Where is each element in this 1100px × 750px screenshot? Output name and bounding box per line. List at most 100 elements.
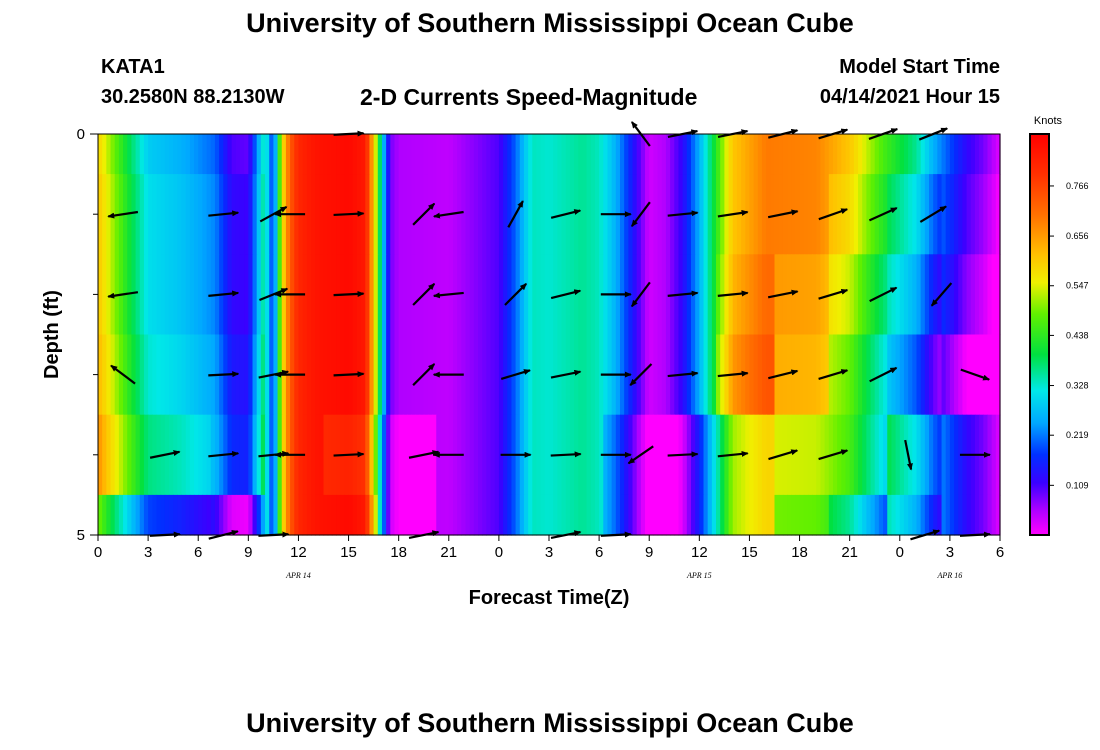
- heatmap-cell: [248, 174, 254, 255]
- heatmap-cell: [482, 494, 487, 536]
- heatmap-cell: [824, 134, 830, 175]
- heatmap-cell: [574, 174, 579, 255]
- heatmap-cell: [381, 254, 387, 336]
- x-tick-label: 21: [440, 544, 457, 561]
- heatmap-cell: [569, 134, 575, 175]
- heatmap-cell: [298, 134, 304, 175]
- heatmap-cell: [741, 254, 746, 336]
- heatmap-cell: [774, 494, 780, 536]
- heatmap-cell: [494, 414, 500, 496]
- heatmap-cell: [895, 334, 901, 416]
- x-tick-label: 12: [691, 544, 708, 561]
- heatmap-cell: [916, 134, 922, 175]
- x-tick-label: 15: [741, 544, 758, 561]
- heatmap-cell: [490, 254, 496, 336]
- heatmap-cell: [394, 414, 400, 496]
- heatmap-cell: [812, 494, 817, 536]
- heatmap-cell: [239, 494, 245, 536]
- heatmap-cell: [189, 334, 195, 416]
- heatmap-cell: [469, 174, 475, 255]
- heatmap-cell: [202, 134, 208, 175]
- heatmap-cell: [411, 494, 416, 536]
- heatmap-cell: [690, 254, 696, 336]
- heatmap-cell: [356, 494, 362, 536]
- heatmap-cell: [152, 254, 158, 336]
- heatmap-cell: [866, 254, 872, 336]
- heatmap-cell: [306, 134, 312, 175]
- heatmap-cell: [853, 134, 859, 175]
- heatmap-cell: [670, 134, 675, 175]
- heatmap-cell: [949, 334, 955, 416]
- heatmap-cell: [803, 134, 809, 175]
- heatmap-cell: [386, 174, 391, 255]
- heatmap-cell: [716, 414, 721, 496]
- heatmap-cell: [845, 134, 851, 175]
- heatmap-cell: [390, 254, 396, 336]
- heatmap-cell: [523, 174, 529, 255]
- heatmap-cell: [511, 494, 517, 536]
- heatmap-cell: [949, 134, 955, 175]
- heatmap-cell: [741, 174, 746, 255]
- heatmap-cell: [853, 494, 859, 536]
- heatmap-cell: [519, 174, 525, 255]
- heatmap-cell: [787, 174, 792, 255]
- heatmap-cell: [761, 494, 767, 536]
- heatmap-cell: [452, 494, 458, 536]
- heatmap-cell: [223, 494, 229, 536]
- heatmap-cell: [436, 494, 442, 536]
- heatmap-cell: [231, 254, 237, 336]
- heatmap-cell: [365, 174, 371, 255]
- heatmap-cell: [816, 254, 822, 336]
- heatmap-cell: [181, 494, 187, 536]
- heatmap-cell: [653, 254, 659, 336]
- heatmap-cell: [582, 134, 588, 175]
- heatmap-cell: [369, 134, 375, 175]
- heatmap-cell: [586, 494, 592, 536]
- heatmap-cell: [206, 414, 212, 496]
- current-vector-arrow: [630, 281, 651, 308]
- current-vector-arrow: [412, 202, 436, 226]
- heatmap-cell: [473, 134, 479, 175]
- heatmap-cell: [244, 414, 249, 496]
- heatmap-cell: [448, 494, 454, 536]
- heatmap-cell: [891, 174, 897, 255]
- heatmap-cell: [711, 414, 717, 496]
- heatmap-cell: [649, 494, 654, 536]
- heatmap-cell: [787, 494, 792, 536]
- heatmap-cell: [699, 174, 705, 255]
- heatmap-cell: [532, 494, 538, 536]
- heatmap-cell: [979, 254, 984, 336]
- heatmap-cell: [148, 414, 153, 496]
- heatmap-cell: [565, 134, 571, 175]
- heatmap-cell: [143, 134, 149, 175]
- heatmap-cell: [862, 334, 867, 416]
- heatmap-cell: [657, 494, 663, 536]
- heatmap-cell: [507, 254, 513, 336]
- heatmap-cell: [461, 254, 467, 336]
- heatmap-cell: [874, 174, 880, 255]
- x-tick-label: 9: [645, 544, 653, 561]
- heatmap-cell: [536, 414, 542, 496]
- heatmap-cell: [210, 134, 216, 175]
- heatmap-cell: [974, 134, 980, 175]
- heatmap-cell: [398, 174, 404, 255]
- heatmap-cell: [306, 494, 312, 536]
- heatmap-cell: [482, 334, 487, 416]
- heatmap-cell: [883, 414, 888, 496]
- heatmap-cell: [377, 254, 383, 336]
- heatmap-cell: [820, 494, 826, 536]
- heatmap-cell: [966, 254, 972, 336]
- heatmap-cell: [711, 174, 717, 255]
- heatmap-cell: [177, 134, 183, 175]
- heatmap-cell: [916, 334, 922, 416]
- heatmap-cell: [937, 494, 943, 536]
- heatmap-cell: [974, 254, 980, 336]
- heatmap-cell: [987, 334, 993, 416]
- heatmap-cell: [607, 494, 613, 536]
- heatmap-cell: [202, 254, 208, 336]
- heatmap-cell: [127, 254, 133, 336]
- heatmap-cell: [970, 494, 976, 536]
- heatmap-cell: [486, 494, 492, 536]
- heatmap-cell: [256, 494, 262, 536]
- heatmap-cell: [954, 254, 959, 336]
